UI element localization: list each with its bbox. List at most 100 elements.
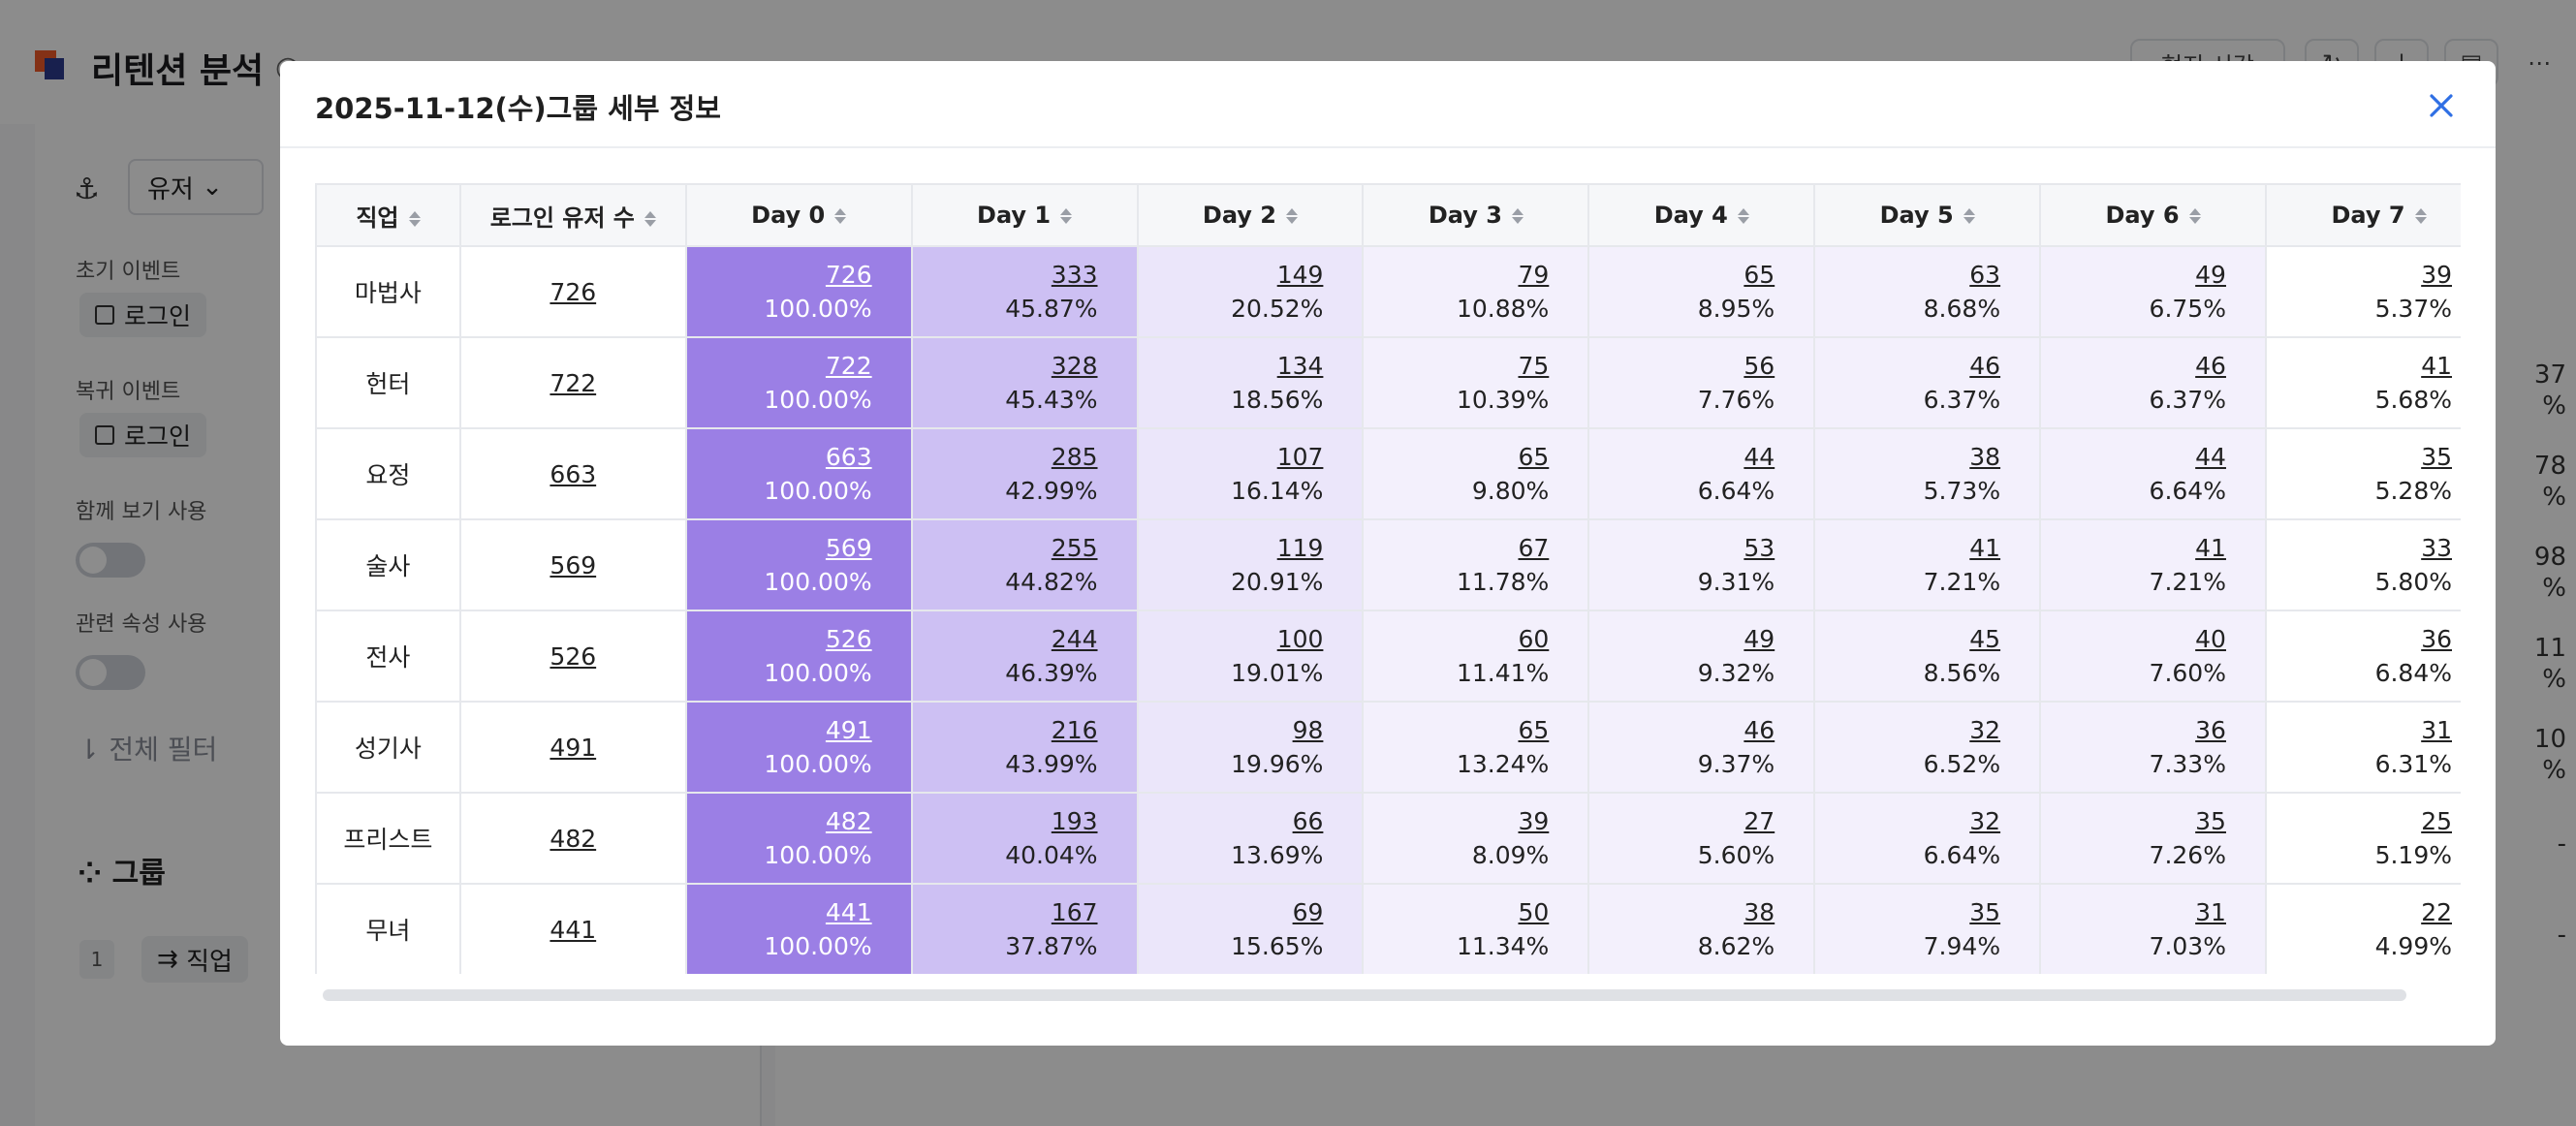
retention-count-link[interactable]: 41 <box>2421 352 2452 380</box>
retention-count-link[interactable]: 32 <box>1969 807 2001 835</box>
compare-toggle[interactable] <box>76 543 145 578</box>
more-icon[interactable]: ⋯ <box>2512 39 2566 87</box>
retention-count-link[interactable]: 50 <box>1518 898 1550 926</box>
sort-icon[interactable] <box>1737 206 1749 226</box>
login-users-link[interactable]: 722 <box>550 368 597 397</box>
login-users-link[interactable]: 441 <box>550 915 597 944</box>
retention-count-link[interactable]: 285 <box>1051 443 1098 471</box>
retention-count-link[interactable]: 65 <box>1744 261 1775 289</box>
retention-count-link[interactable]: 107 <box>1276 443 1324 471</box>
retention-table-wrapper[interactable]: 직업 로그인 유저 수 Day 0 Day 1 Day 2 Day 3 Day 4 Day 5… <box>315 183 2461 974</box>
retention-count-link[interactable]: 46 <box>2195 352 2226 380</box>
retention-count-link[interactable]: 44 <box>2195 443 2226 471</box>
retention-count-link[interactable]: 255 <box>1051 534 1098 562</box>
retention-count-link[interactable]: 63 <box>1969 261 2001 289</box>
property-toggle[interactable] <box>76 655 145 690</box>
retention-count-link[interactable]: 491 <box>825 716 872 744</box>
column-header[interactable]: Day 0 <box>684 183 913 247</box>
retention-count-link[interactable]: 35 <box>2421 443 2452 471</box>
sort-icon[interactable] <box>1511 206 1524 226</box>
retention-count-link[interactable]: 41 <box>2195 534 2226 562</box>
sort-icon[interactable] <box>1286 206 1298 226</box>
retention-count-link[interactable]: 22 <box>2421 898 2452 926</box>
login-users-link[interactable]: 663 <box>550 459 597 488</box>
all-filter-button[interactable]: ⇂ 전체 필터 <box>78 734 218 766</box>
retention-count-link[interactable]: 49 <box>2195 261 2226 289</box>
retention-count-link[interactable]: 98 <box>1292 716 1324 744</box>
retention-count-link[interactable]: 27 <box>1744 807 1775 835</box>
column-header[interactable]: Day 1 <box>910 183 1139 247</box>
retention-count-link[interactable]: 79 <box>1518 261 1550 289</box>
group-chip[interactable]: ⇉ 직업 <box>141 936 248 983</box>
retention-count-link[interactable]: 193 <box>1051 807 1098 835</box>
retention-count-link[interactable]: 482 <box>825 807 872 835</box>
horizontal-scrollbar[interactable] <box>323 989 2406 1001</box>
retention-count-link[interactable]: 75 <box>1518 352 1550 380</box>
retention-count-link[interactable]: 41 <box>1969 534 2001 562</box>
retention-count-link[interactable]: 36 <box>2421 625 2452 653</box>
retention-count-link[interactable]: 441 <box>825 898 872 926</box>
retention-count-link[interactable]: 65 <box>1518 716 1550 744</box>
retention-count-link[interactable]: 38 <box>1969 443 2001 471</box>
column-header[interactable]: 직업 <box>315 183 461 247</box>
retention-count-link[interactable]: 38 <box>1744 898 1775 926</box>
retention-count-link[interactable]: 25 <box>2421 807 2452 835</box>
retention-count-link[interactable]: 39 <box>1518 807 1550 835</box>
retention-count-link[interactable]: 49 <box>1744 625 1775 653</box>
retention-count-link[interactable]: 36 <box>2195 716 2226 744</box>
initial-event-chip[interactable]: 로그인 <box>79 293 207 337</box>
retention-count-link[interactable]: 328 <box>1051 352 1098 380</box>
sort-icon[interactable] <box>834 206 847 226</box>
login-users-link[interactable]: 482 <box>550 824 597 853</box>
sort-icon[interactable] <box>1060 206 1073 226</box>
login-users-link[interactable]: 491 <box>550 733 597 762</box>
retention-count-link[interactable]: 60 <box>1518 625 1550 653</box>
retention-count-link[interactable]: 35 <box>1969 898 2001 926</box>
retention-count-link[interactable]: 53 <box>1744 534 1775 562</box>
retention-count-link[interactable]: 134 <box>1276 352 1324 380</box>
retention-count-link[interactable]: 67 <box>1518 534 1550 562</box>
sort-icon[interactable] <box>2188 206 2201 226</box>
retention-count-link[interactable]: 46 <box>1744 716 1775 744</box>
retention-count-link[interactable]: 333 <box>1051 261 1098 289</box>
retention-count-link[interactable]: 33 <box>2421 534 2452 562</box>
sort-icon[interactable] <box>644 209 656 229</box>
column-header[interactable]: Day 5 <box>1813 183 2042 247</box>
retention-count-link[interactable]: 31 <box>2195 898 2226 926</box>
retention-count-link[interactable]: 69 <box>1292 898 1324 926</box>
retention-count-link[interactable]: 40 <box>2195 625 2226 653</box>
login-users-link[interactable]: 526 <box>550 641 597 671</box>
close-icon[interactable] <box>2424 88 2459 123</box>
sort-icon[interactable] <box>2414 206 2427 226</box>
retention-count-link[interactable]: 569 <box>825 534 872 562</box>
sort-icon[interactable] <box>408 209 421 229</box>
retention-count-link[interactable]: 39 <box>2421 261 2452 289</box>
retention-count-link[interactable]: 44 <box>1744 443 1775 471</box>
return-event-chip[interactable]: 로그인 <box>79 413 207 457</box>
retention-count-link[interactable]: 45 <box>1969 625 2001 653</box>
retention-count-link[interactable]: 663 <box>825 443 872 471</box>
retention-count-link[interactable]: 32 <box>1969 716 2001 744</box>
retention-count-link[interactable]: 65 <box>1518 443 1550 471</box>
retention-count-link[interactable]: 66 <box>1292 807 1324 835</box>
column-header[interactable]: 로그인 유저 수 <box>458 183 687 247</box>
column-header[interactable]: Day 4 <box>1587 183 1816 247</box>
retention-count-link[interactable]: 35 <box>2195 807 2226 835</box>
retention-count-link[interactable]: 216 <box>1051 716 1098 744</box>
retention-count-link[interactable]: 167 <box>1051 898 1098 926</box>
column-header[interactable]: Day 3 <box>1362 183 1590 247</box>
retention-count-link[interactable]: 149 <box>1276 261 1324 289</box>
sort-icon[interactable] <box>1963 206 1975 226</box>
retention-count-link[interactable]: 526 <box>825 625 872 653</box>
column-header[interactable]: Day 6 <box>2039 183 2267 247</box>
retention-count-link[interactable]: 244 <box>1051 625 1098 653</box>
retention-count-link[interactable]: 119 <box>1276 534 1324 562</box>
column-header[interactable]: Day 7 <box>2264 183 2461 247</box>
retention-count-link[interactable]: 100 <box>1276 625 1324 653</box>
column-header[interactable]: Day 2 <box>1136 183 1365 247</box>
retention-count-link[interactable]: 56 <box>1744 352 1775 380</box>
retention-count-link[interactable]: 722 <box>825 352 872 380</box>
user-select[interactable]: 유저 ⌄ <box>128 159 264 215</box>
login-users-link[interactable]: 569 <box>550 550 597 579</box>
login-users-link[interactable]: 726 <box>550 277 597 306</box>
